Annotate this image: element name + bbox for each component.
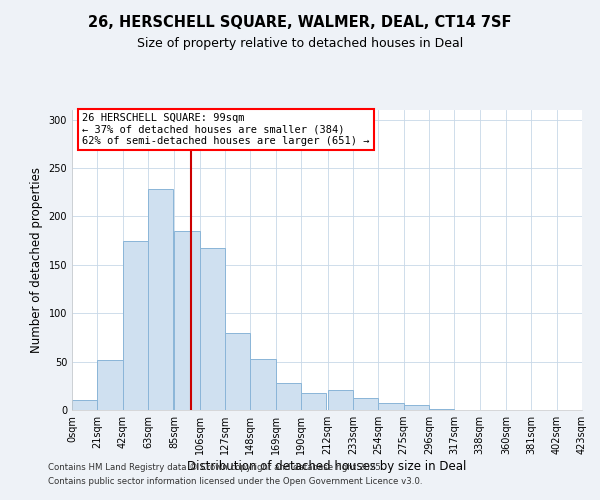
- Text: Contains HM Land Registry data © Crown copyright and database right 2025.: Contains HM Land Registry data © Crown c…: [48, 464, 383, 472]
- Text: Size of property relative to detached houses in Deal: Size of property relative to detached ho…: [137, 38, 463, 51]
- Bar: [250, 358, 276, 410]
- Bar: [378, 403, 404, 410]
- Bar: [429, 409, 454, 410]
- Bar: [225, 332, 250, 410]
- Bar: [97, 360, 122, 410]
- Bar: [200, 248, 225, 410]
- X-axis label: Distribution of detached houses by size in Deal: Distribution of detached houses by size …: [187, 460, 467, 473]
- Text: Contains public sector information licensed under the Open Government Licence v3: Contains public sector information licen…: [48, 477, 422, 486]
- Text: 26 HERSCHELL SQUARE: 99sqm
← 37% of detached houses are smaller (384)
62% of sem: 26 HERSCHELL SQUARE: 99sqm ← 37% of deta…: [82, 113, 370, 146]
- Bar: [276, 383, 301, 410]
- Bar: [404, 405, 429, 410]
- Y-axis label: Number of detached properties: Number of detached properties: [30, 167, 43, 353]
- Bar: [148, 190, 173, 410]
- Bar: [72, 400, 97, 410]
- Bar: [175, 231, 200, 410]
- Text: 26, HERSCHELL SQUARE, WALMER, DEAL, CT14 7SF: 26, HERSCHELL SQUARE, WALMER, DEAL, CT14…: [88, 15, 512, 30]
- Bar: [353, 398, 378, 410]
- Bar: [122, 240, 148, 410]
- Bar: [301, 392, 326, 410]
- Bar: [328, 390, 353, 410]
